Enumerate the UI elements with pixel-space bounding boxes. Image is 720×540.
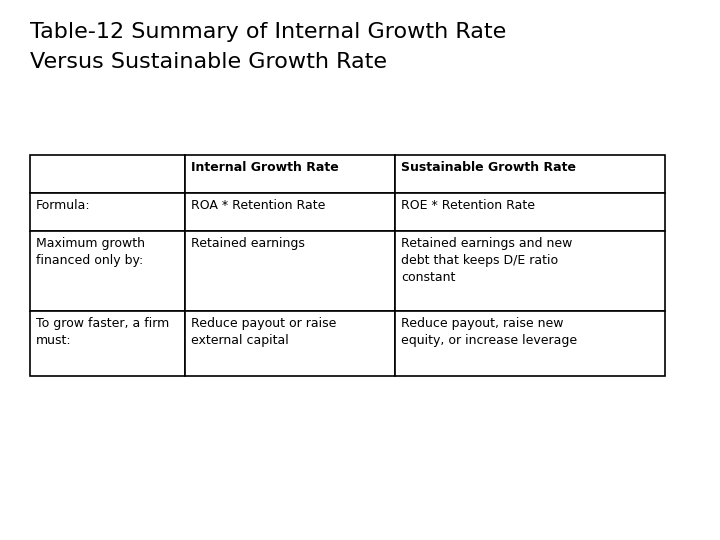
Bar (185, 311, 395, 376)
Text: Maximum growth
financed only by:: Maximum growth financed only by: (36, 237, 145, 267)
Text: Formula:: Formula: (36, 199, 91, 212)
Bar (395, 311, 665, 376)
Bar (185, 231, 395, 311)
Text: ROA * Retention Rate: ROA * Retention Rate (191, 199, 325, 212)
Bar (185, 193, 395, 231)
Text: ROE * Retention Rate: ROE * Retention Rate (401, 199, 535, 212)
Text: Table-12 Summary of Internal Growth Rate: Table-12 Summary of Internal Growth Rate (30, 22, 506, 42)
Bar (30, 311, 185, 376)
Bar (185, 155, 395, 193)
Text: Sustainable Growth Rate: Sustainable Growth Rate (401, 161, 576, 174)
Text: Reduce payout or raise
external capital: Reduce payout or raise external capital (191, 317, 336, 347)
Bar (395, 193, 665, 231)
Text: Reduce payout, raise new
equity, or increase leverage: Reduce payout, raise new equity, or incr… (401, 317, 577, 347)
Text: Retained earnings and new
debt that keeps D/E ratio
constant: Retained earnings and new debt that keep… (401, 237, 572, 284)
Bar (30, 231, 185, 311)
Text: To grow faster, a firm
must:: To grow faster, a firm must: (36, 317, 169, 347)
Bar (30, 155, 185, 193)
Bar (30, 193, 185, 231)
Bar (395, 155, 665, 193)
Text: Versus Sustainable Growth Rate: Versus Sustainable Growth Rate (30, 52, 387, 72)
Text: Retained earnings: Retained earnings (191, 237, 305, 250)
Bar (395, 231, 665, 311)
Text: Internal Growth Rate: Internal Growth Rate (191, 161, 338, 174)
